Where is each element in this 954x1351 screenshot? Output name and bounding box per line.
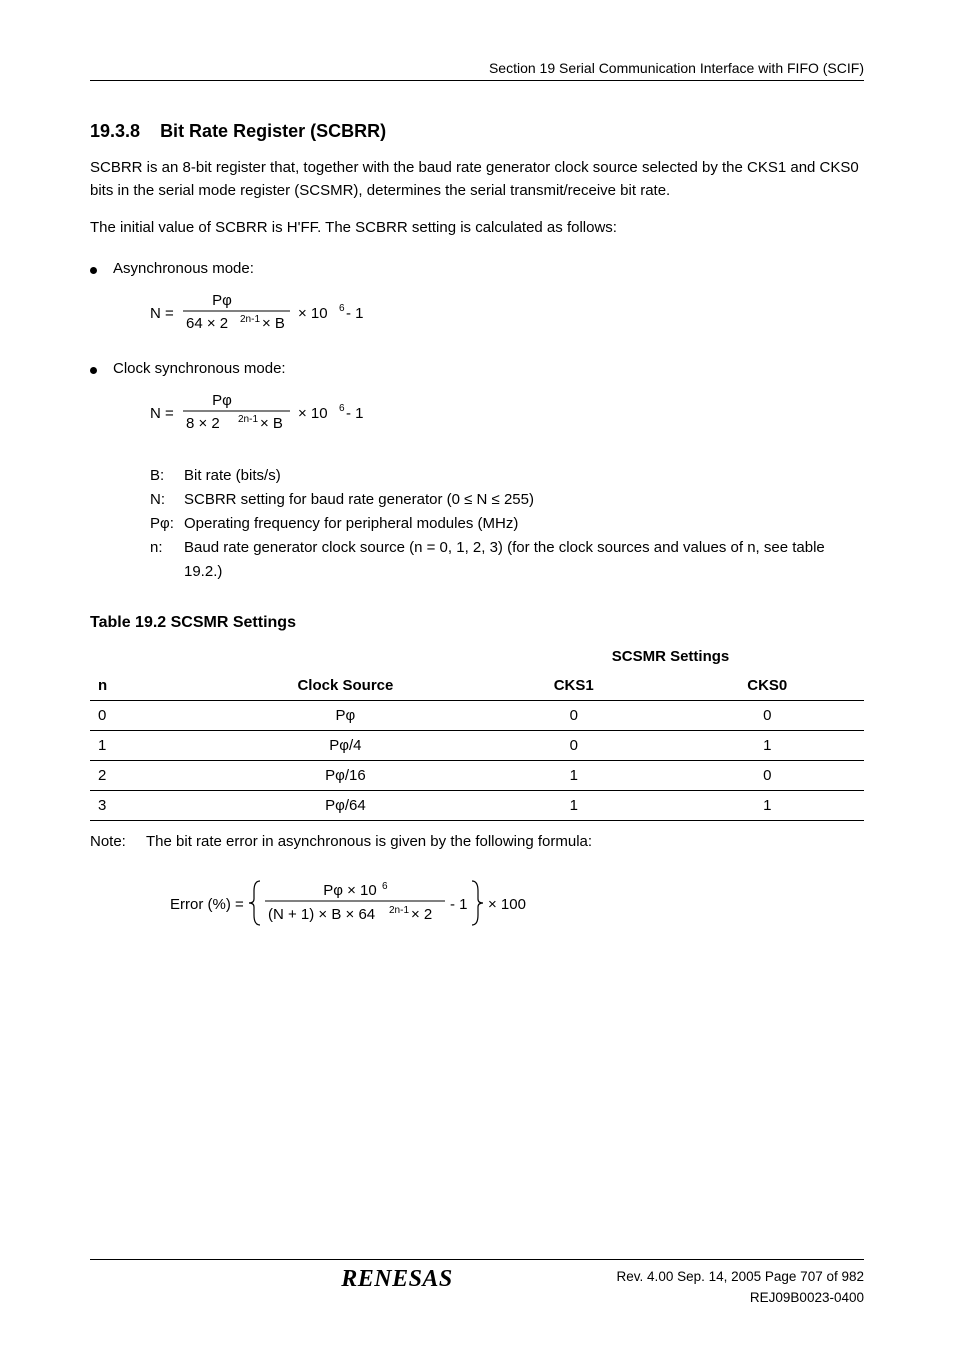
table-cell: 1 xyxy=(670,730,864,760)
formula-denom-pre: 64 × 2 xyxy=(186,315,228,332)
formula-numerator: Pφ xyxy=(212,392,232,409)
table-cell: Pφ/16 xyxy=(214,760,477,790)
table-cell: 1 xyxy=(670,790,864,820)
err-denom-exp: 2n-1 xyxy=(389,905,409,916)
table-title: Table 19.2 SCSMR Settings xyxy=(90,614,864,632)
table-cell: 1 xyxy=(90,730,214,760)
bullet-dot-icon xyxy=(90,267,97,274)
page-header: Section 19 Serial Communication Interfac… xyxy=(90,60,864,81)
formula-numerator: Pφ xyxy=(212,292,232,309)
err-denom-b: × 2 xyxy=(411,906,432,923)
table-cell: 3 xyxy=(90,790,214,820)
legend-key-P: Pφ: xyxy=(150,512,184,536)
table-col-1: Clock Source xyxy=(214,671,477,701)
formula-tail-mult: × 10 xyxy=(298,405,328,422)
formula-sync: N = Pφ 8 × 2 2n-1 × B × 10 6 - 1 xyxy=(150,385,864,440)
scsmr-table: SCSMR Settings n Clock Source CKS1 CKS0 … xyxy=(90,642,864,821)
legend-key-B: B: xyxy=(150,464,184,488)
err-denom-a: (N + 1) × B × 64 xyxy=(268,906,375,923)
table-col-0: n xyxy=(90,671,214,701)
table-cell: 0 xyxy=(90,700,214,730)
formula-tail-exp: 6 xyxy=(339,403,345,414)
table-cell: 0 xyxy=(670,700,864,730)
table-row: 3 Pφ/64 1 1 xyxy=(90,790,864,820)
table-cell: 0 xyxy=(670,760,864,790)
table-col-3: CKS0 xyxy=(670,671,864,701)
formula-denom-post: × B xyxy=(262,315,285,332)
table-cell: Pφ/4 xyxy=(214,730,477,760)
table-cell: 0 xyxy=(477,700,671,730)
formula-lhs: N = xyxy=(150,405,174,422)
legend-P: Operating frequency for peripheral modul… xyxy=(184,512,518,536)
legend-key-N: N: xyxy=(150,488,184,512)
legend-B: Bit rate (bits/s) xyxy=(184,464,281,488)
error-formula: Error (%) = Pφ × 10 6 (N + 1) × B × 64 2… xyxy=(170,873,864,938)
legend-key-n: n: xyxy=(150,536,184,584)
table-col-2: CKS1 xyxy=(477,671,671,701)
bullet-sync-label: Clock synchronous mode: xyxy=(113,360,286,377)
left-brace-icon xyxy=(249,881,260,925)
table-cell: Pφ xyxy=(214,700,477,730)
intro-paragraph-1: SCBRR is an 8-bit register that, togethe… xyxy=(90,157,864,202)
bullet-sync: Clock synchronous mode: xyxy=(90,360,864,377)
formula-denom-pre: 8 × 2 xyxy=(186,415,220,432)
table-row: 1 Pφ/4 0 1 xyxy=(90,730,864,760)
formula-tail-exp: 6 xyxy=(339,303,345,314)
section-heading: 19.3.8 Bit Rate Register (SCBRR) xyxy=(90,121,864,142)
page-footer: RENESAS Rev. 4.00 Sep. 14, 2005 Page 707… xyxy=(90,1259,864,1309)
footer-rev: Rev. 4.00 Sep. 14, 2005 Page 707 of 982 xyxy=(564,1266,864,1288)
section-number: 19.3.8 xyxy=(90,121,140,141)
legend-block: B:Bit rate (bits/s) N:SCBRR setting for … xyxy=(150,464,864,584)
err-lhs: Error (%) = xyxy=(170,896,244,913)
brand-logo: RENESAS xyxy=(230,1266,564,1293)
note-label: Note: xyxy=(90,831,146,854)
formula-tail-mult: × 10 xyxy=(298,305,328,322)
legend-N: SCBRR setting for baud rate generator (0… xyxy=(184,488,534,512)
note-text: The bit rate error in asynchronous is gi… xyxy=(146,831,592,854)
legend-n: Baud rate generator clock source (n = 0,… xyxy=(184,536,864,584)
table-cell: 1 xyxy=(477,760,671,790)
formula-tail-end: - 1 xyxy=(346,305,364,322)
err-num-a: Pφ × 10 xyxy=(323,882,377,899)
table-row: 2 Pφ/16 1 0 xyxy=(90,760,864,790)
bullet-dot-icon xyxy=(90,367,97,374)
err-num-exp: 6 xyxy=(382,881,388,892)
formula-denom-exp: 2n-1 xyxy=(238,414,258,425)
formula-tail-end: - 1 xyxy=(346,405,364,422)
formula-denom-exp: 2n-1 xyxy=(240,314,260,325)
intro-paragraph-2: The initial value of SCBRR is H'FF. The … xyxy=(90,217,864,240)
formula-denom-post: × B xyxy=(260,415,283,432)
footer-doc: REJ09B0023-0400 xyxy=(564,1287,864,1309)
table-cell: 1 xyxy=(477,790,671,820)
table-cell: 2 xyxy=(90,760,214,790)
formula-lhs: N = xyxy=(150,305,174,322)
note-block: Note: The bit rate error in asynchronous… xyxy=(90,831,864,854)
table-row: 0 Pφ 0 0 xyxy=(90,700,864,730)
err-tail: × 100 xyxy=(488,896,526,913)
table-head-upper: SCSMR Settings xyxy=(477,642,864,671)
bullet-async: Asynchronous mode: xyxy=(90,260,864,277)
header-section-label: Section 19 Serial Communication Interfac… xyxy=(489,60,864,76)
right-brace-icon xyxy=(472,881,483,925)
formula-async: N = Pφ 64 × 2 2n-1 × B × 10 6 - 1 xyxy=(150,285,864,340)
section-title-text: Bit Rate Register (SCBRR) xyxy=(160,121,386,141)
table-cell: 0 xyxy=(477,730,671,760)
table-cell: Pφ/64 xyxy=(214,790,477,820)
bullet-async-label: Asynchronous mode: xyxy=(113,260,254,277)
err-minus1: - 1 xyxy=(450,896,468,913)
